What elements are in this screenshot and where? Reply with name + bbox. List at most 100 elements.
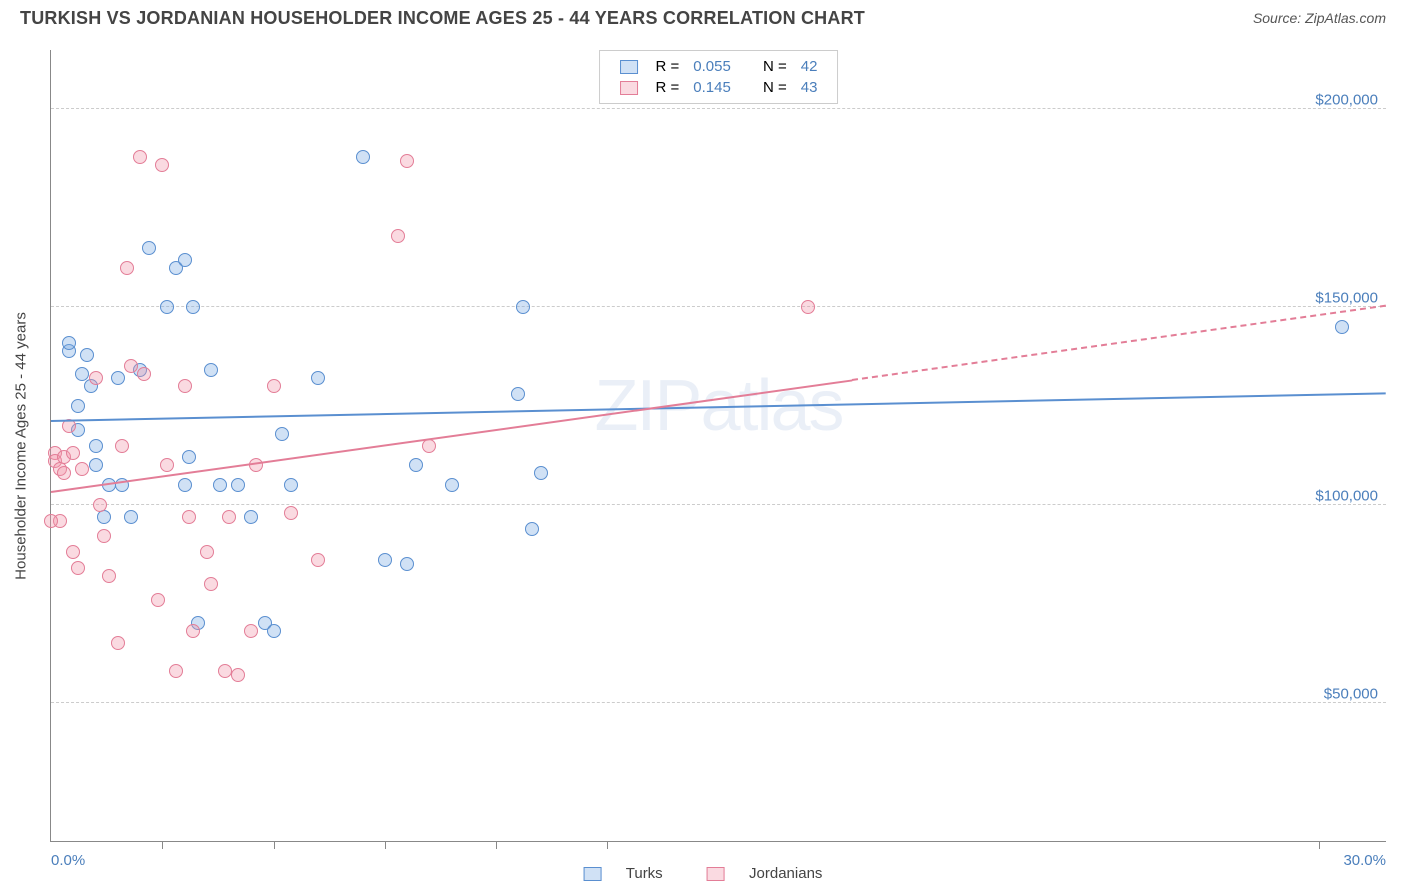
y-axis-title: Householder Income Ages 25 - 44 years bbox=[13, 312, 30, 580]
r-label: R = bbox=[650, 57, 686, 76]
scatter-point bbox=[57, 466, 71, 480]
scatter-point bbox=[182, 450, 196, 464]
scatter-point bbox=[511, 387, 525, 401]
r-value-b: 0.145 bbox=[687, 78, 737, 97]
scatter-point bbox=[151, 593, 165, 607]
legend-swatch-turks bbox=[584, 867, 602, 881]
scatter-point bbox=[155, 158, 169, 172]
scatter-point bbox=[80, 348, 94, 362]
scatter-point bbox=[516, 300, 530, 314]
scatter-point bbox=[801, 300, 815, 314]
scatter-point bbox=[525, 522, 539, 536]
scatter-point bbox=[409, 458, 423, 472]
y-axis-tick-label: $50,000 bbox=[1324, 685, 1378, 702]
gridline bbox=[51, 504, 1386, 505]
scatter-point bbox=[71, 561, 85, 575]
trend-line-extrapolated bbox=[852, 305, 1386, 381]
scatter-point bbox=[89, 439, 103, 453]
scatter-point bbox=[133, 150, 147, 164]
legend-bottom: Turks Jordanians bbox=[564, 865, 843, 882]
scatter-point bbox=[186, 624, 200, 638]
x-axis-tick bbox=[162, 841, 163, 849]
legend-row-series-a: R = 0.055 N = 42 bbox=[614, 57, 824, 76]
scatter-point bbox=[160, 300, 174, 314]
scatter-point bbox=[111, 636, 125, 650]
x-axis-max-label: 30.0% bbox=[1343, 852, 1386, 869]
gridline bbox=[51, 108, 1386, 109]
scatter-point bbox=[356, 150, 370, 164]
trend-line bbox=[51, 392, 1386, 422]
scatter-point bbox=[284, 478, 298, 492]
x-axis-tick bbox=[1319, 841, 1320, 849]
x-axis-tick bbox=[496, 841, 497, 849]
scatter-point bbox=[89, 458, 103, 472]
trend-line bbox=[51, 379, 852, 493]
scatter-point bbox=[445, 478, 459, 492]
scatter-point bbox=[182, 510, 196, 524]
chart-plot-area: Householder Income Ages 25 - 44 years ZI… bbox=[50, 50, 1386, 842]
scatter-point bbox=[231, 668, 245, 682]
scatter-point bbox=[137, 367, 151, 381]
scatter-point bbox=[267, 379, 281, 393]
scatter-point bbox=[75, 462, 89, 476]
scatter-point bbox=[534, 466, 548, 480]
scatter-point bbox=[111, 371, 125, 385]
scatter-point bbox=[142, 241, 156, 255]
scatter-point bbox=[178, 478, 192, 492]
scatter-point bbox=[400, 154, 414, 168]
legend-swatch-jordanians bbox=[620, 81, 638, 95]
x-axis-min-label: 0.0% bbox=[51, 852, 85, 869]
gridline bbox=[51, 306, 1386, 307]
n-value-a: 42 bbox=[795, 57, 824, 76]
scatter-point bbox=[186, 300, 200, 314]
n-label: N = bbox=[757, 57, 793, 76]
scatter-point bbox=[244, 624, 258, 638]
scatter-point bbox=[204, 577, 218, 591]
scatter-point bbox=[200, 545, 214, 559]
scatter-point bbox=[378, 553, 392, 567]
scatter-point bbox=[160, 458, 174, 472]
scatter-point bbox=[102, 569, 116, 583]
legend-label-jordanians: Jordanians bbox=[749, 865, 822, 882]
scatter-point bbox=[275, 427, 289, 441]
scatter-point bbox=[66, 446, 80, 460]
scatter-point bbox=[44, 514, 58, 528]
legend-correlation-box: R = 0.055 N = 42 R = 0.145 N = 43 bbox=[599, 50, 839, 104]
r-label: R = bbox=[650, 78, 686, 97]
legend-swatch-turks bbox=[620, 60, 638, 74]
n-label: N = bbox=[757, 78, 793, 97]
scatter-point bbox=[124, 359, 138, 373]
x-axis-tick bbox=[385, 841, 386, 849]
gridline bbox=[51, 702, 1386, 703]
legend-row-series-b: R = 0.145 N = 43 bbox=[614, 78, 824, 97]
scatter-point bbox=[89, 371, 103, 385]
scatter-point bbox=[311, 371, 325, 385]
scatter-point bbox=[115, 439, 129, 453]
y-axis-tick-label: $200,000 bbox=[1315, 92, 1378, 109]
scatter-point bbox=[169, 664, 183, 678]
n-value-b: 43 bbox=[795, 78, 824, 97]
source-name: ZipAtlas.com bbox=[1305, 10, 1386, 26]
scatter-point bbox=[284, 506, 298, 520]
r-value-a: 0.055 bbox=[687, 57, 737, 76]
scatter-point bbox=[124, 510, 138, 524]
scatter-point bbox=[66, 545, 80, 559]
scatter-point bbox=[218, 664, 232, 678]
legend-swatch-jordanians bbox=[707, 867, 725, 881]
scatter-point bbox=[231, 478, 245, 492]
y-axis-tick-label: $100,000 bbox=[1315, 487, 1378, 504]
source-prefix: Source: bbox=[1253, 10, 1305, 26]
scatter-point bbox=[391, 229, 405, 243]
scatter-point bbox=[249, 458, 263, 472]
scatter-point bbox=[71, 399, 85, 413]
x-axis-tick bbox=[274, 841, 275, 849]
scatter-point bbox=[97, 529, 111, 543]
chart-title: TURKISH VS JORDANIAN HOUSEHOLDER INCOME … bbox=[20, 8, 865, 29]
legend-label-turks: Turks bbox=[626, 865, 663, 882]
scatter-point bbox=[244, 510, 258, 524]
scatter-point bbox=[311, 553, 325, 567]
scatter-point bbox=[204, 363, 218, 377]
source-label: Source: ZipAtlas.com bbox=[1253, 10, 1386, 28]
x-axis-tick bbox=[607, 841, 608, 849]
scatter-point bbox=[178, 253, 192, 267]
